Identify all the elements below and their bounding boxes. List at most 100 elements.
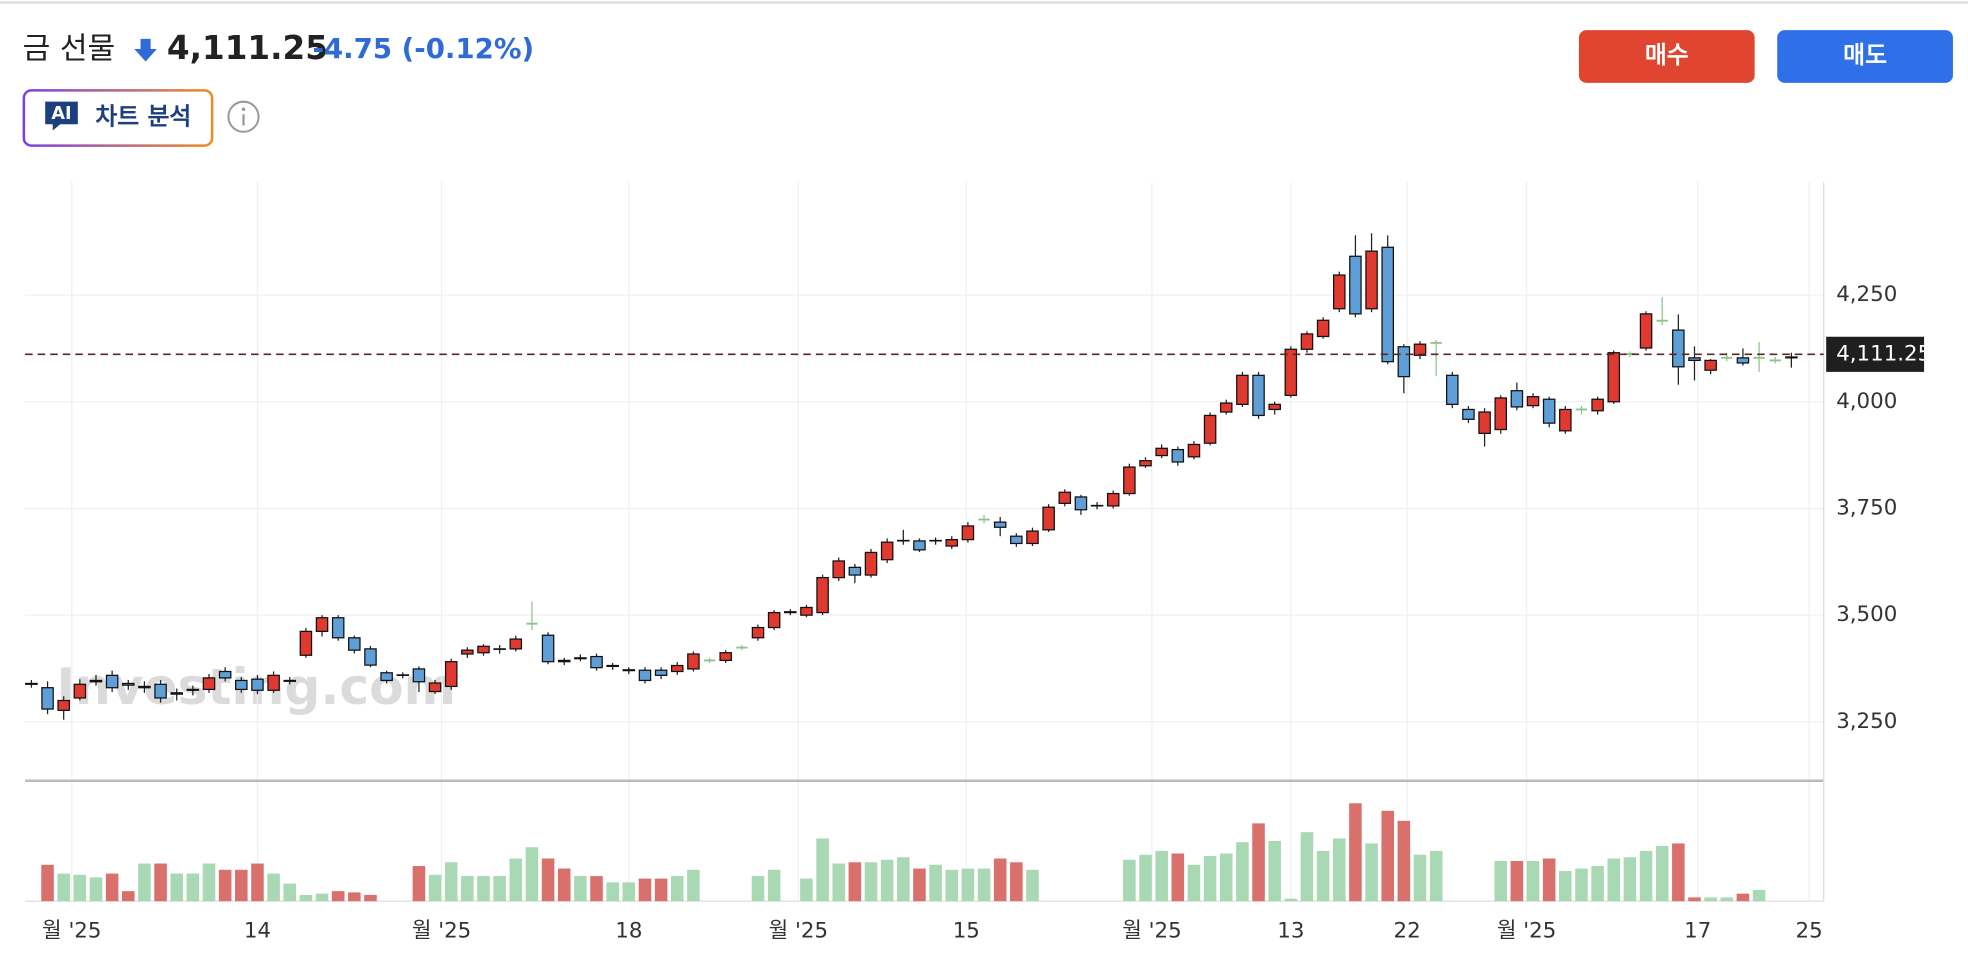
- candle-body: [1316, 319, 1330, 338]
- candle-body: [121, 682, 135, 686]
- candle-body: [509, 638, 523, 650]
- candle-body: [832, 560, 846, 579]
- volume-bar: [138, 863, 151, 902]
- volume-bar: [267, 873, 280, 902]
- candle-body: [541, 634, 555, 663]
- candle-body: [1688, 357, 1701, 362]
- down-arrow-icon: [134, 38, 157, 62]
- candle-body: [557, 659, 571, 663]
- candle-body: [186, 688, 200, 691]
- candle-body: [574, 657, 587, 660]
- volume-bar: [1349, 803, 1362, 902]
- candle-body: [57, 699, 70, 711]
- volume-bar: [57, 873, 70, 902]
- candle-body: [816, 576, 829, 614]
- volume-bar: [1203, 856, 1217, 902]
- candle-body: [41, 687, 54, 710]
- volume-bar: [1639, 850, 1653, 902]
- price-change: -4.75: [313, 32, 393, 65]
- volume-bar: [1026, 869, 1039, 902]
- candle-body: [299, 630, 313, 656]
- candle-body: [945, 539, 959, 547]
- candle-body: [1607, 352, 1621, 403]
- candle-body: [880, 541, 894, 561]
- x-tick-label: 15: [953, 918, 980, 943]
- volume-bar: [412, 866, 426, 902]
- candle-body: [1155, 447, 1168, 457]
- candle-body: [1284, 348, 1298, 397]
- volume-bar: [170, 873, 183, 902]
- volume-bar: [1365, 843, 1378, 902]
- x-tick-label: 월 '25: [1122, 918, 1181, 943]
- candle-body: [170, 692, 183, 695]
- volume-bar: [73, 874, 87, 902]
- volume-bar: [461, 876, 474, 902]
- candle-body: [1736, 357, 1750, 364]
- candle-body: [251, 678, 264, 691]
- volume-bar: [816, 838, 829, 902]
- sell-button[interactable]: 매도: [1777, 30, 1953, 83]
- volume-bar: [929, 864, 942, 902]
- volume-bar: [525, 847, 539, 902]
- info-dot: [241, 107, 246, 111]
- volume-bar: [1672, 843, 1685, 902]
- volume-bar: [348, 892, 361, 902]
- last-price-tag: [1826, 336, 1925, 372]
- volume-bar: [509, 858, 523, 902]
- candle-body: [138, 685, 151, 689]
- y-tick-label: 3,500: [1836, 602, 1897, 627]
- volume-bar: [1526, 861, 1540, 902]
- ai-analysis-button[interactable]: AI 차트 분석: [22, 89, 214, 147]
- candle-body: [1236, 374, 1249, 405]
- volume-bar: [1123, 859, 1136, 902]
- x-tick-label: 18: [615, 918, 642, 943]
- volume-bar: [41, 864, 54, 902]
- volume-bar: [848, 862, 862, 902]
- volume-bar: [590, 876, 603, 902]
- candle-body: [1526, 396, 1540, 407]
- buy-button-bg: [1578, 30, 1755, 83]
- candle-body: [1785, 356, 1798, 359]
- volume-bar: [557, 868, 571, 902]
- volume-bar: [832, 863, 846, 902]
- volume-bar: [1655, 845, 1669, 902]
- volume-bar: [1316, 850, 1330, 902]
- volume-bar: [622, 882, 636, 902]
- sell-button-bg: [1777, 30, 1953, 83]
- volume-bar: [993, 858, 1007, 902]
- x-tick-label: 14: [244, 918, 271, 943]
- volume-bar: [606, 882, 619, 902]
- candle-body: [687, 653, 700, 670]
- candle-body: [1559, 408, 1572, 432]
- candle-body: [1397, 346, 1411, 378]
- volume-bar: [1300, 832, 1314, 902]
- volume-bar: [767, 869, 781, 902]
- candle-body: [1203, 414, 1217, 444]
- volume-bar: [1736, 893, 1750, 902]
- ai-badge-shape: [45, 101, 78, 131]
- info-icon[interactable]: [227, 100, 260, 133]
- candle-body: [73, 683, 87, 699]
- volume-bar: [477, 876, 490, 902]
- candle-body: [993, 521, 1007, 528]
- volume-bar: [1332, 838, 1346, 902]
- buy-button[interactable]: 매수: [1578, 30, 1755, 83]
- candle-body: [283, 679, 297, 682]
- volume-bar: [493, 876, 506, 902]
- volume-bar: [444, 862, 458, 902]
- candle-body: [89, 679, 103, 683]
- candle-body: [1042, 506, 1055, 531]
- y-tick-label: 4,000: [1836, 389, 1897, 414]
- candle-body: [767, 611, 781, 629]
- candle-body: [1058, 491, 1072, 504]
- volume-bar: [864, 862, 878, 902]
- candle-body: [218, 670, 232, 679]
- volume-bar: [1494, 861, 1508, 902]
- volume-bar: [1413, 854, 1427, 902]
- candle-body: [1639, 313, 1653, 349]
- ai-label: 차트 분석: [95, 103, 191, 131]
- volume-bar: [913, 868, 926, 902]
- candle-body: [331, 617, 345, 639]
- volume-bar: [1252, 823, 1265, 902]
- candle-body: [800, 606, 813, 616]
